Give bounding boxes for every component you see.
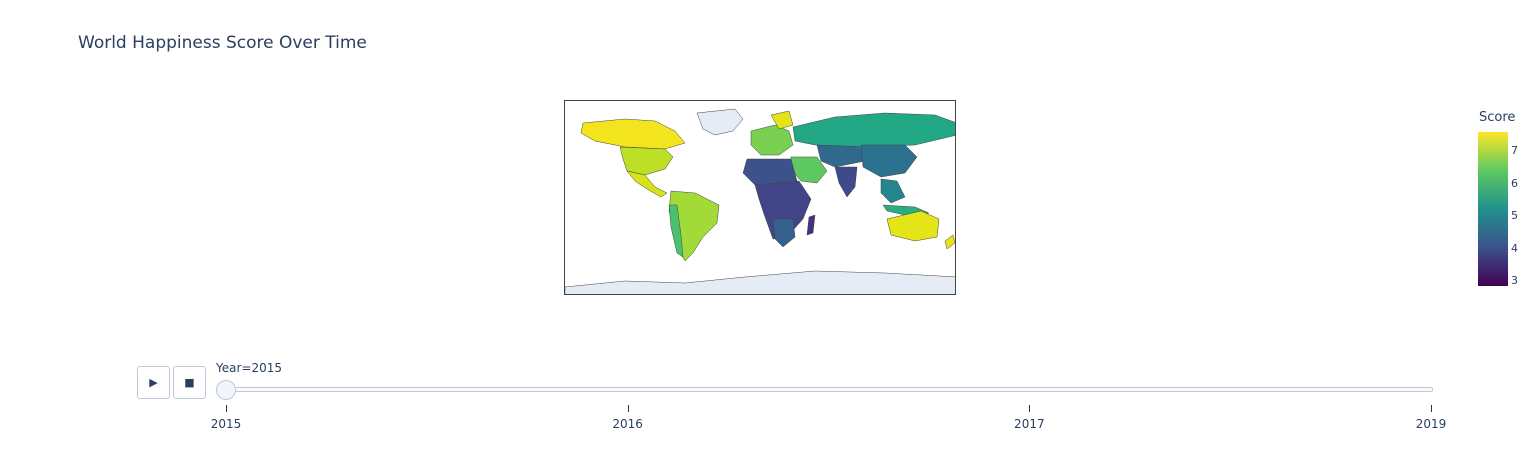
region-australia: [886, 210, 940, 242]
colorbar-tick: 4: [1511, 242, 1518, 255]
region-north-africa: [742, 158, 798, 186]
region-russia: [792, 112, 955, 148]
region-mexico: [626, 170, 668, 198]
play-button[interactable]: ▶: [137, 366, 170, 399]
play-icon: ▶: [149, 376, 158, 389]
slider-step-label[interactable]: 2019: [1415, 417, 1447, 431]
world-map[interactable]: [564, 100, 956, 295]
region-scandinavia: [770, 110, 794, 130]
slider-step-label[interactable]: 2017: [1014, 417, 1045, 431]
colorbar: [1478, 132, 1508, 286]
colorbar-title: Score: [1479, 110, 1516, 125]
stop-icon: ■: [184, 376, 195, 389]
slider-tick: [226, 405, 227, 412]
region-new-zealand: [944, 234, 955, 250]
region-antarctica: [565, 270, 955, 294]
region-china: [860, 144, 918, 178]
region-greenland: [696, 108, 744, 136]
colorbar-tick: 7: [1511, 144, 1518, 157]
slider-handle[interactable]: [216, 380, 236, 400]
region-central-asia: [816, 144, 866, 168]
region-india: [834, 166, 858, 198]
region-usa: [619, 146, 674, 176]
colorbar-tick: 5: [1511, 209, 1518, 222]
colorbar-tick: 3: [1511, 274, 1518, 287]
slider-tick: [627, 405, 629, 412]
slider-tick: [1029, 405, 1031, 412]
slider-current-label: Year=2015: [216, 361, 282, 375]
stop-button[interactable]: ■: [173, 366, 206, 399]
slider-step-label[interactable]: 2015: [210, 417, 242, 431]
region-canada: [580, 118, 686, 150]
slider-rail[interactable]: [226, 387, 1433, 392]
slider-tick: [1431, 405, 1432, 412]
region-andes: [668, 204, 684, 258]
region-europe: [750, 124, 794, 156]
chart-title: World Happiness Score Over Time: [78, 33, 367, 53]
region-southeast-asia: [880, 178, 906, 204]
map-svg: [565, 108, 955, 294]
slider-step-label[interactable]: 2016: [612, 417, 643, 431]
colorbar-tick: 6: [1511, 177, 1518, 190]
region-southern-africa: [772, 218, 796, 248]
region-madagascar: [806, 214, 816, 236]
